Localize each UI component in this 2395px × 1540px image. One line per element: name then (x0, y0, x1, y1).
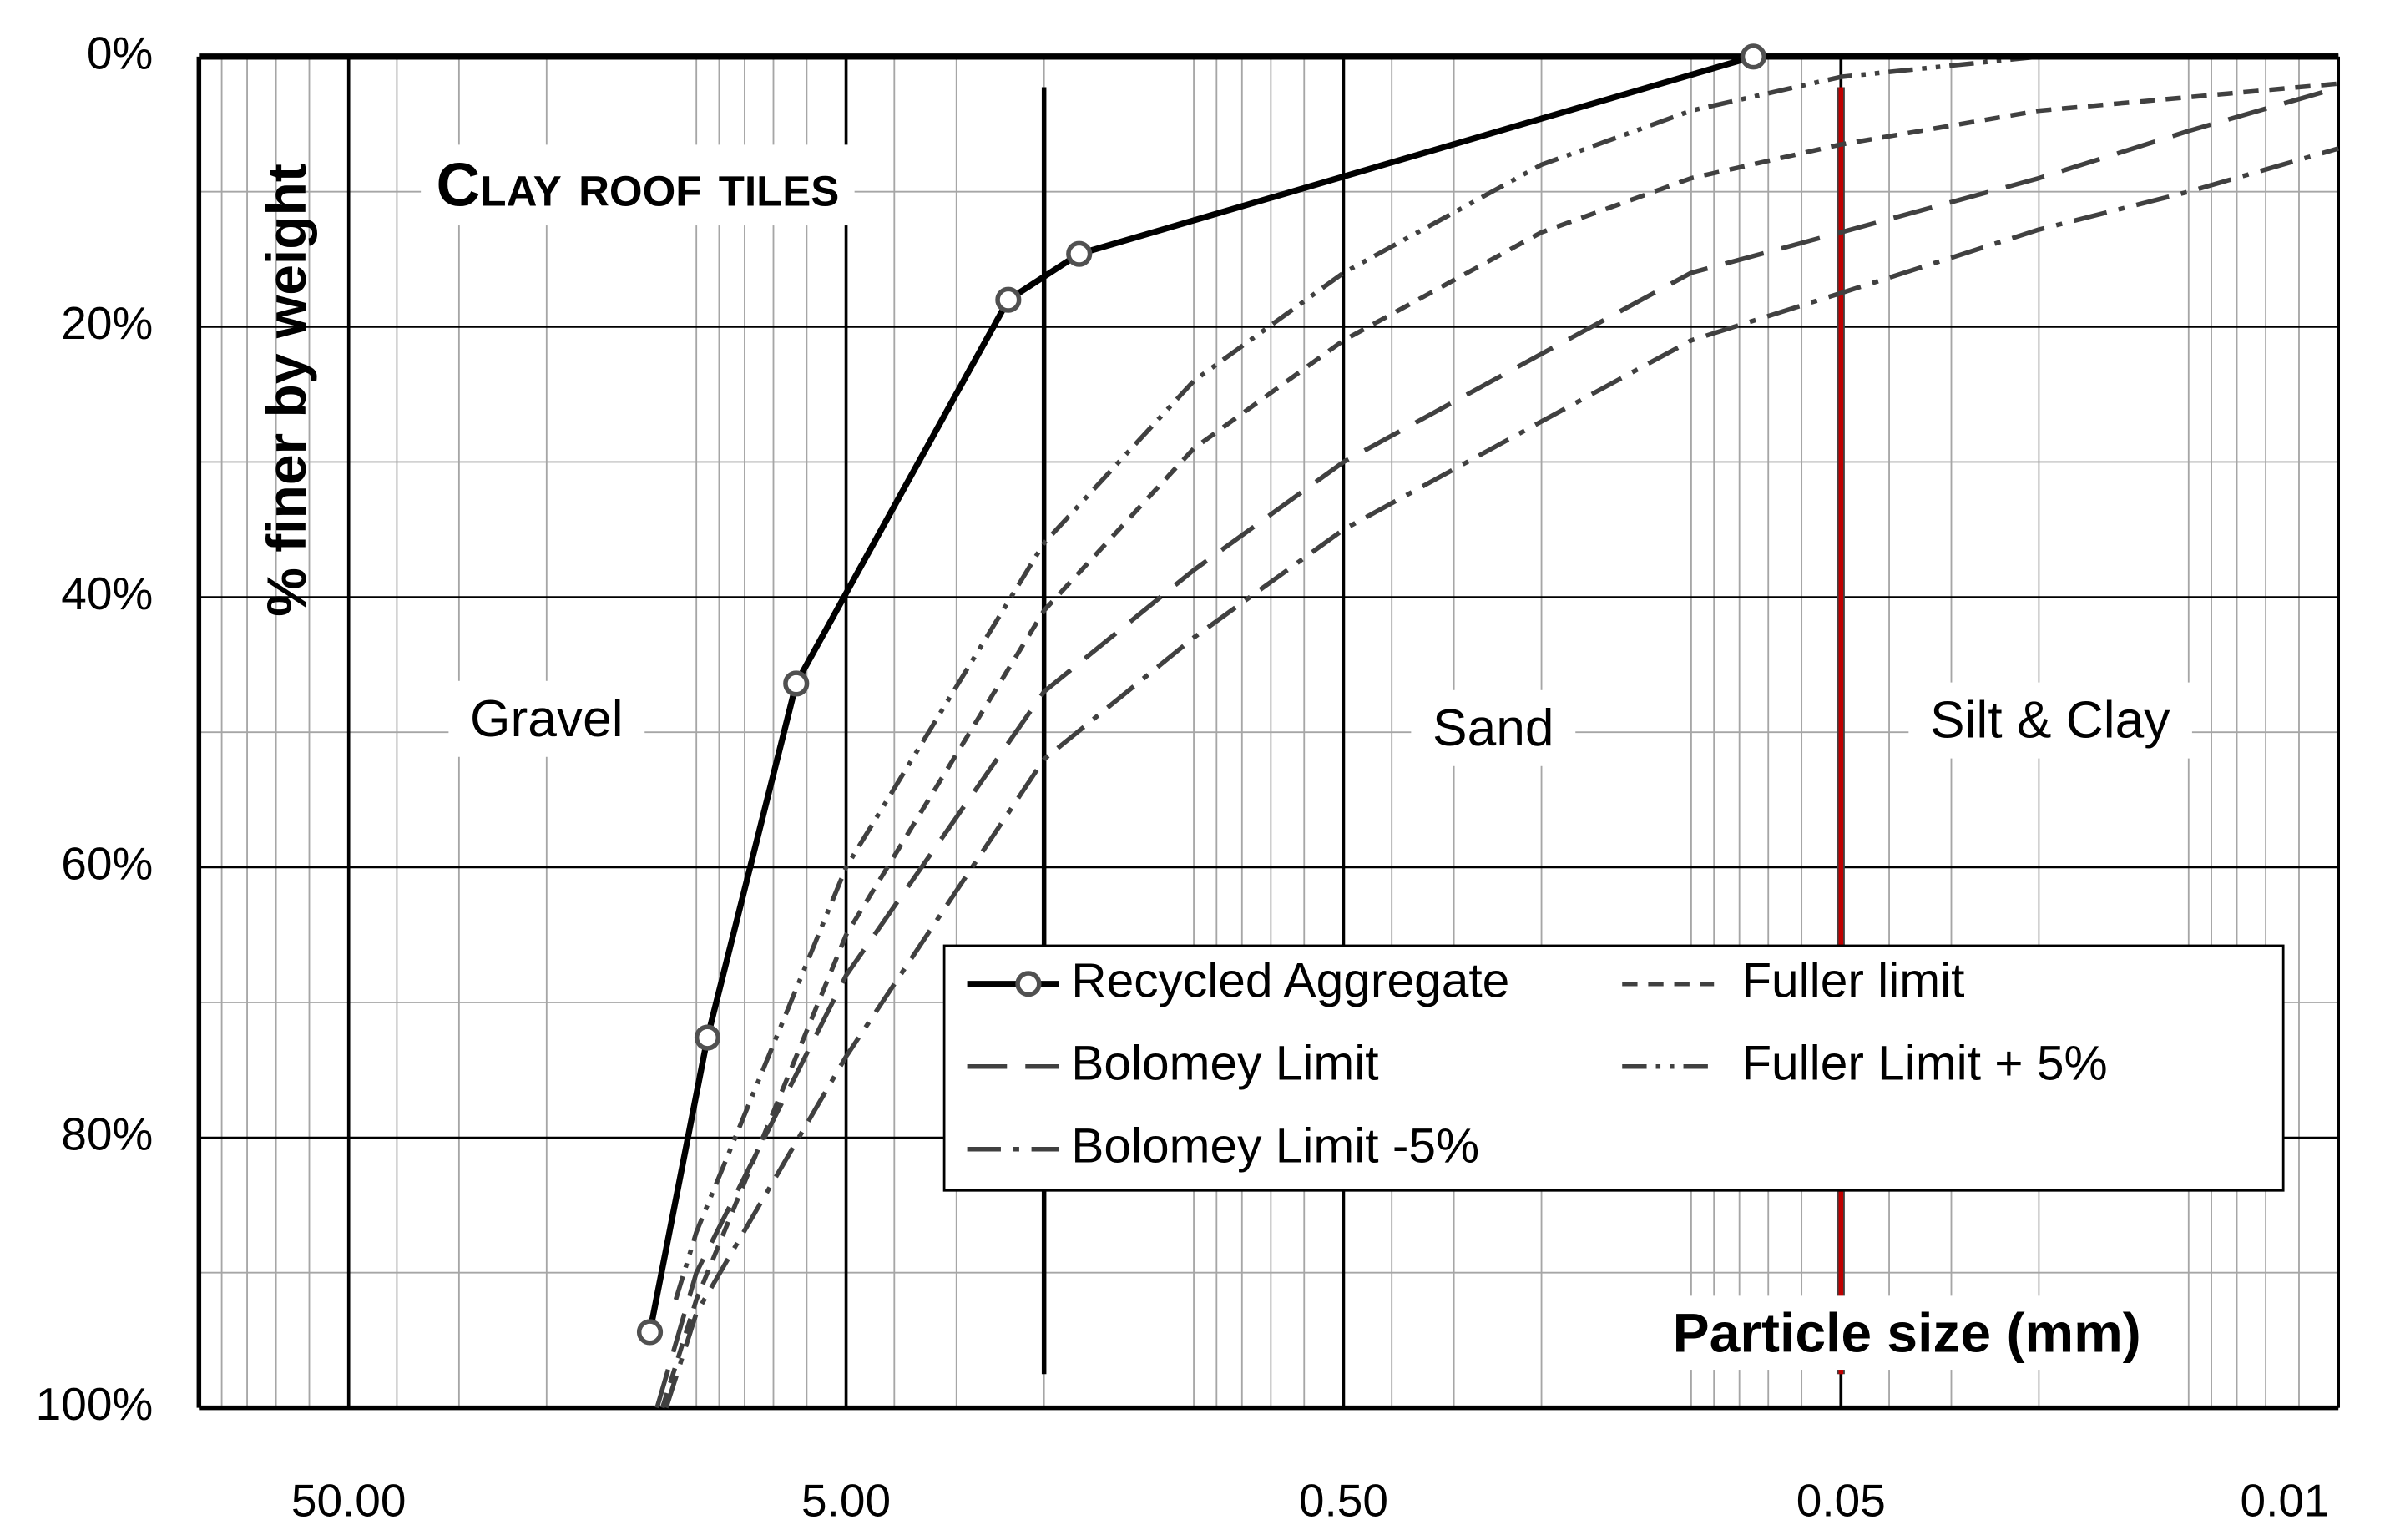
x-label-background (1660, 1295, 2154, 1371)
legend: Recycled Aggregate Fuller limit Bolomey Li… (942, 944, 2285, 1192)
region-label: Silt & Clay (1930, 692, 2170, 750)
y-tick-label: 60% (61, 838, 153, 890)
y-tick-label: 20% (61, 297, 153, 349)
region-label: Sand (1432, 699, 1554, 757)
legend-label: Fuller Limit + 5% (1741, 1036, 2107, 1090)
y-tick-label: 80% (61, 1108, 153, 1159)
region-label: Gravel (470, 690, 624, 748)
series-line (646, 53, 1755, 1333)
region-label-background (448, 680, 645, 757)
legend-label: Bolomey Limit -5% (1071, 1118, 1479, 1173)
y-tick-label: 100% (36, 1378, 154, 1430)
x-tick-label: 50.00 (291, 1475, 407, 1527)
data-point (1740, 43, 1766, 70)
chart-title: Clay roof tiles (436, 151, 839, 220)
legend-label: Fuller limit (1741, 953, 1964, 1007)
data-point (636, 1319, 664, 1346)
x-tick-label: 0.01 (2241, 1475, 2330, 1527)
x-tick-label: 5.00 (801, 1475, 891, 1527)
data-point (783, 670, 810, 697)
labels: 0% 20% 40% 60% 80% 100% 50.00 5.00 0.50 0.05 0.01 G… (36, 27, 2330, 1526)
y-tick-label: 40% (61, 568, 153, 619)
series-line (654, 85, 2339, 1409)
title-background (421, 144, 855, 226)
series-line (659, 81, 2339, 1409)
x-tick-label: 0.05 (1796, 1475, 1886, 1527)
x-tick-label: 0.50 (1299, 1475, 1388, 1527)
region-label-background (1908, 682, 2192, 759)
y-axis-label: % finer by weight (255, 164, 317, 617)
region-label-background (1411, 689, 1576, 766)
legend-box (942, 944, 2285, 1192)
data-point (1066, 240, 1093, 267)
legend-marker (1015, 971, 1042, 997)
data-point (694, 1024, 721, 1051)
x-axis-label: Particle size (mm) (1673, 1302, 2141, 1364)
series-line (673, 54, 2339, 1300)
data-point (995, 286, 1022, 313)
y-tick-label: 0% (87, 27, 153, 78)
series-line (664, 146, 2339, 1409)
legend-label: Bolomey Limit (1071, 1036, 1378, 1090)
legend-label: Recycled Aggregate (1071, 953, 1509, 1007)
